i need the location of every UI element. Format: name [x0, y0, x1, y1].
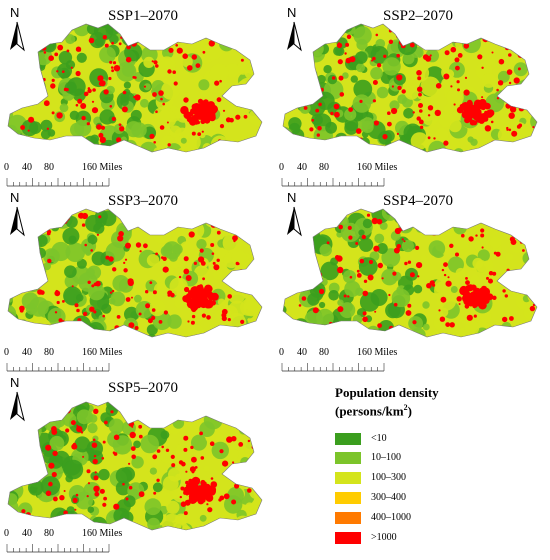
scale-ruler [281, 363, 385, 372]
scale-ruler [281, 178, 385, 187]
map-panel-ssp3: SSP3–2070 N 0 40 80 160 Miles [0, 185, 275, 372]
panel-title: SSP5–2070 [108, 380, 179, 396]
scale-label-0: 0 [4, 528, 9, 539]
scale-label-40: 40 [22, 347, 32, 358]
scale-label-0: 0 [279, 347, 284, 358]
map-ssp4 [282, 208, 538, 338]
north-label: N [287, 5, 297, 20]
north-label: N [10, 190, 20, 205]
legend-item: 400–1000 [335, 512, 535, 526]
panel-title: SSP4–2070 [383, 193, 454, 209]
legend-item: 300–400 [335, 492, 535, 506]
scale-bar: 0 40 80 160 Miles [4, 347, 204, 377]
north-arrow-shape [287, 206, 302, 237]
map-ssp5 [7, 401, 263, 531]
north-arrow-shape [10, 391, 25, 422]
scale-label-80: 80 [44, 162, 54, 173]
scale-bar: 0 40 80 160 Miles [4, 162, 204, 192]
legend-label: 100–300 [371, 472, 406, 483]
legend-title: Population density (persons/km2) [335, 385, 439, 418]
legend-swatch [335, 492, 361, 504]
legend-swatch [335, 512, 361, 524]
north-arrow-shape [287, 21, 302, 52]
scale-label-160: 160 Miles [357, 347, 398, 358]
map-panel-ssp2: SSP2–2070 N 0 40 80 160 Miles [275, 0, 550, 187]
legend-title-close: ) [407, 403, 412, 419]
north-arrow-icon: N [6, 5, 28, 54]
scale-label-160: 160 Miles [82, 162, 123, 173]
legend-label: 10–100 [371, 452, 401, 463]
legend-swatch [335, 472, 361, 484]
legend-title-sup: 2 [403, 403, 408, 412]
legend: Population density (persons/km2) <10 10–… [335, 385, 535, 555]
scale-bar: 0 40 80 160 Miles [279, 162, 479, 192]
map-ssp3 [7, 208, 263, 338]
map-ssp2 [282, 23, 538, 153]
legend-swatch [335, 532, 361, 544]
map-panel-ssp5: SSP5–2070 N 0 40 80 160 Miles [0, 370, 275, 555]
legend-swatch [335, 433, 361, 445]
scale-label-40: 40 [22, 162, 32, 173]
scale-label-40: 40 [22, 528, 32, 539]
legend-swatch [335, 452, 361, 464]
scale-ruler [6, 178, 110, 187]
scale-ruler [6, 544, 110, 553]
legend-label: <10 [371, 433, 387, 444]
legend-title-unit: (persons/km [335, 403, 404, 419]
scale-label-40: 40 [297, 162, 307, 173]
north-arrow-shape [10, 21, 25, 52]
legend-label: >1000 [371, 532, 397, 543]
legend-item: 10–100 [335, 452, 535, 466]
panel-title: SSP2–2070 [383, 8, 454, 24]
panel-title: SSP3–2070 [108, 193, 179, 209]
scale-label-80: 80 [44, 347, 54, 358]
scale-ruler [6, 363, 110, 372]
scale-label-0: 0 [279, 162, 284, 173]
map-ssp1 [7, 23, 263, 153]
scale-label-0: 0 [4, 347, 9, 358]
north-label: N [287, 190, 297, 205]
legend-title-line1: Population density [335, 385, 439, 400]
scale-label-40: 40 [297, 347, 307, 358]
scale-label-80: 80 [44, 528, 54, 539]
legend-item: 100–300 [335, 472, 535, 486]
map-panel-ssp4: SSP4–2070 N 0 40 80 160 Miles [275, 185, 550, 372]
legend-item: <10 [335, 433, 535, 447]
scale-bar: 0 40 80 160 Miles [279, 347, 479, 377]
scale-label-80: 80 [319, 162, 329, 173]
north-label: N [10, 5, 20, 20]
scale-label-0: 0 [4, 162, 9, 173]
scale-label-160: 160 Miles [82, 528, 123, 539]
scale-bar: 0 40 80 160 Miles [4, 528, 204, 558]
north-label: N [10, 375, 20, 390]
legend-label: 400–1000 [371, 512, 411, 523]
legend-title-line2: (persons/km2) [335, 400, 439, 418]
north-arrow-icon: N [283, 190, 305, 239]
scale-label-160: 160 Miles [82, 347, 123, 358]
panel-title: SSP1–2070 [108, 8, 179, 24]
scale-label-160: 160 Miles [357, 162, 398, 173]
north-arrow-icon: N [283, 5, 305, 54]
north-arrow-icon: N [6, 375, 28, 424]
map-panel-ssp1: SSP1–2070 N 0 40 80 160 Miles [0, 0, 275, 187]
north-arrow-shape [10, 206, 25, 237]
north-arrow-icon: N [6, 190, 28, 239]
scale-label-80: 80 [319, 347, 329, 358]
legend-item: >1000 [335, 532, 535, 546]
legend-label: 300–400 [371, 492, 406, 503]
